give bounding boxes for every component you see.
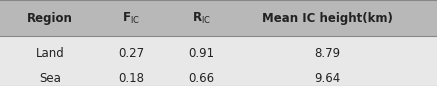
Text: 0.18: 0.18	[118, 72, 144, 85]
Text: Mean IC height(km): Mean IC height(km)	[262, 12, 393, 25]
Text: Sea: Sea	[39, 72, 61, 85]
Text: F$_{\rm IC}$: F$_{\rm IC}$	[122, 10, 140, 26]
Text: 0.27: 0.27	[118, 47, 144, 60]
Text: 0.91: 0.91	[188, 47, 214, 60]
Text: R$_{\rm IC}$: R$_{\rm IC}$	[191, 10, 211, 26]
Text: 0.66: 0.66	[188, 72, 214, 85]
Bar	[0, 0, 437, 36]
Bar	[0, 36, 437, 86]
Text: Land: Land	[36, 47, 65, 60]
Text: 8.79: 8.79	[315, 47, 341, 60]
Text: 9.64: 9.64	[315, 72, 341, 85]
Text: Region: Region	[28, 12, 73, 25]
